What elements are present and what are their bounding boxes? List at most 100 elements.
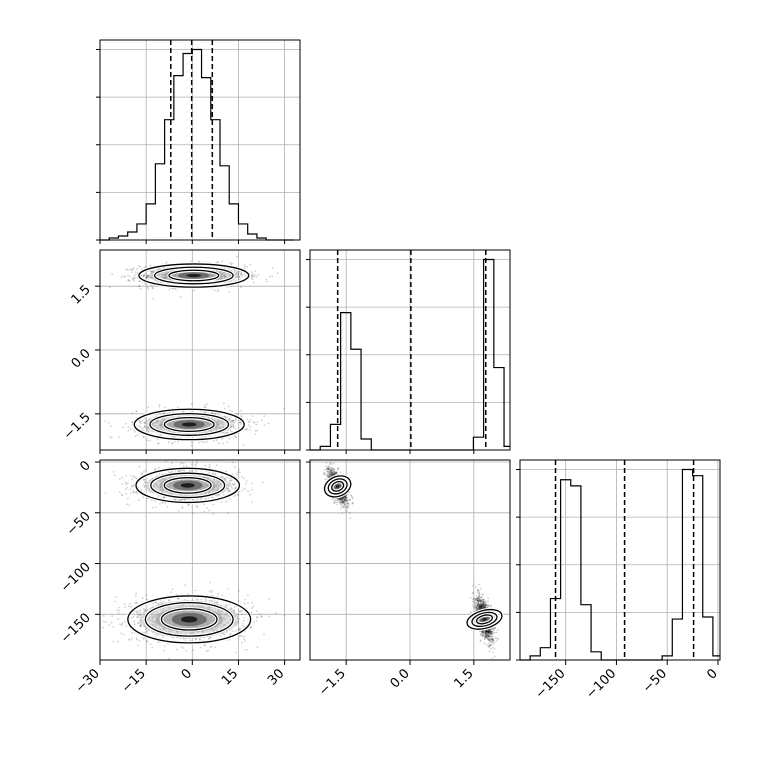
scatter-point (252, 605, 255, 608)
scatter-point (212, 496, 215, 499)
scatter-point (243, 487, 246, 490)
scatter-point (244, 266, 247, 268)
scatter-point (133, 280, 136, 282)
scatter-point (246, 265, 249, 268)
scatter-point (147, 406, 150, 409)
scatter-point (185, 464, 188, 467)
scatter-point (239, 421, 242, 424)
scatter-point (229, 409, 231, 412)
scatter-point (124, 606, 126, 609)
scatter-point (135, 592, 138, 595)
density-level-3 (180, 483, 195, 488)
scatter-point (199, 646, 202, 649)
scatter-point (231, 630, 234, 633)
scatter-point (133, 491, 136, 494)
scatter-point (121, 476, 124, 479)
scatter-point (223, 477, 226, 480)
scatter-point (252, 281, 255, 284)
scatter-point (240, 414, 243, 417)
scatter-point (241, 609, 243, 612)
scatter-point (110, 621, 113, 624)
scatter-point (131, 271, 133, 273)
scatter-point (247, 420, 250, 423)
scatter-point (103, 621, 105, 623)
scatter-point (184, 584, 187, 586)
scatter-point (209, 581, 212, 584)
scatter-point (129, 602, 131, 605)
scatter-point (206, 403, 209, 406)
scatter-point (118, 478, 121, 480)
scatter-point (150, 271, 153, 273)
scatter-point (102, 614, 105, 617)
scatter-point (238, 471, 241, 474)
scatter-point (251, 601, 253, 604)
scatter-point (254, 270, 257, 272)
scatter-point (190, 463, 193, 466)
scatter-point (204, 498, 207, 500)
scatter-point (234, 486, 237, 489)
scatter-point (133, 267, 136, 270)
scatter-point (238, 275, 241, 278)
scatter-point (143, 426, 146, 428)
scatter-point (166, 506, 169, 508)
scatter-point (234, 487, 237, 490)
scatter-point (102, 626, 105, 629)
scatter-point (131, 632, 134, 634)
hist-panel-p2 (306, 249, 511, 451)
scatter-point (239, 275, 241, 278)
scatter-point (195, 598, 198, 600)
scatter-point (232, 488, 235, 490)
scatter-point (230, 480, 233, 482)
scatter-point (243, 267, 246, 269)
scatter-point (283, 614, 286, 617)
scatter-point (182, 647, 185, 649)
scatter-point (132, 277, 134, 280)
scatter-point (133, 276, 136, 279)
scatter-point (236, 270, 239, 273)
scatter-point (210, 411, 213, 414)
scatter-point (238, 421, 241, 424)
scatter-point (235, 651, 237, 654)
scatter-point (221, 476, 224, 478)
scatter-point (213, 601, 216, 603)
scatter-point (226, 476, 228, 479)
scatter-point (125, 268, 128, 271)
scatter-point (237, 494, 240, 496)
scatter-point (118, 491, 121, 493)
scatter-point (239, 627, 241, 629)
scatter-point (260, 419, 263, 422)
scatter-point (141, 597, 144, 600)
scatter-point (125, 475, 127, 477)
scatter-point (155, 506, 158, 508)
scatter-point (240, 475, 243, 478)
joint-content (104, 255, 285, 447)
scatter-point (202, 441, 204, 444)
contour-line-1 (153, 266, 234, 285)
scatter-point (178, 470, 181, 473)
scatter-point (104, 420, 107, 422)
scatter-point (233, 606, 236, 608)
scatter-point (131, 485, 134, 487)
scatter-point (200, 598, 203, 601)
scatter-point (151, 270, 153, 273)
scatter-point (132, 490, 135, 492)
scatter-point (138, 280, 141, 283)
scatter-point (160, 434, 163, 436)
scatter-point (231, 410, 234, 413)
scatter-point (207, 649, 209, 652)
scatter-point (182, 465, 185, 467)
scatter-point (141, 427, 144, 429)
scatter-point (232, 419, 235, 422)
scatter-point (219, 635, 222, 638)
scatter-point (110, 425, 112, 428)
scatter-point (276, 272, 279, 275)
scatter-point (134, 435, 137, 438)
scatter-point (130, 485, 133, 488)
scatter-point (235, 418, 237, 421)
scatter-point (257, 274, 259, 276)
scatter-point (158, 466, 160, 469)
scatter-point (243, 635, 246, 638)
scatter-point (215, 464, 218, 467)
scatter-point (144, 469, 147, 472)
scatter-point (240, 410, 242, 412)
